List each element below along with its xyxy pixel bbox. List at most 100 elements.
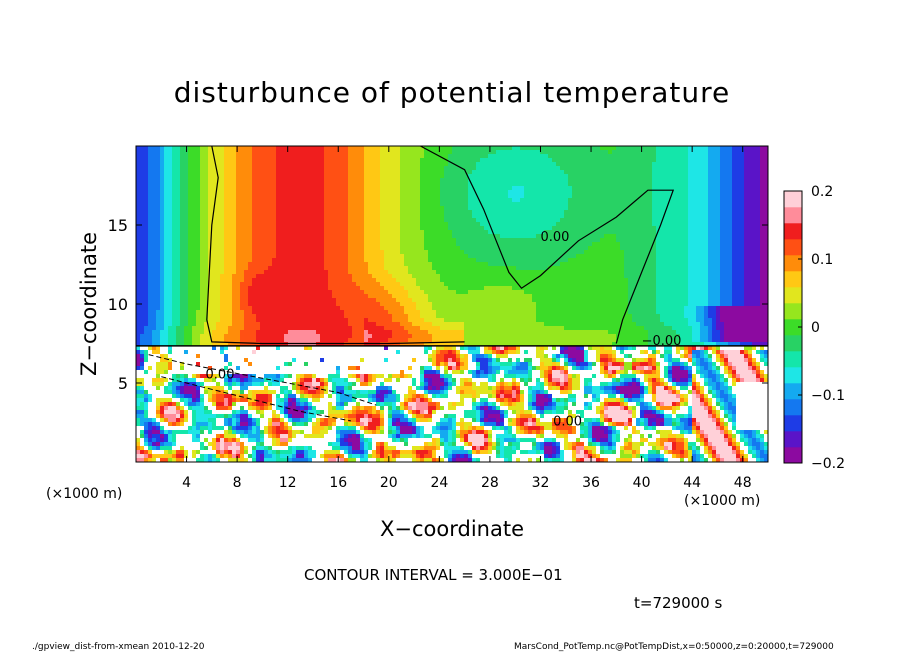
- heatmap-cell: [264, 234, 269, 239]
- heatmap-cell: [368, 382, 373, 387]
- heatmap-cell: [280, 298, 285, 303]
- heatmap-cell: [208, 378, 213, 383]
- heatmap-cell: [160, 214, 165, 219]
- heatmap-cell: [264, 182, 269, 187]
- heatmap-cell: [144, 426, 149, 431]
- heatmap-cell: [188, 262, 193, 267]
- heatmap-cell: [344, 182, 349, 187]
- heatmap-cell: [224, 230, 229, 235]
- heatmap-cell: [308, 282, 313, 287]
- heatmap-cell: [344, 194, 349, 199]
- heatmap-cell: [292, 258, 297, 263]
- heatmap-cell: [380, 454, 385, 459]
- heatmap-cell: [324, 146, 329, 151]
- heatmap-cell: [252, 158, 257, 163]
- heatmap-cell: [356, 166, 361, 171]
- heatmap-cell: [328, 446, 333, 451]
- heatmap-cell: [380, 266, 385, 271]
- heatmap-cell: [332, 210, 337, 215]
- heatmap-cell: [328, 234, 333, 239]
- heatmap-cell: [304, 350, 309, 355]
- heatmap-cell: [172, 418, 177, 423]
- heatmap-cell: [196, 302, 201, 307]
- heatmap-cell: [172, 374, 177, 379]
- heatmap-cell: [196, 146, 201, 151]
- heatmap-cell: [316, 374, 321, 379]
- heatmap-cell: [328, 350, 333, 355]
- heatmap-cell: [328, 242, 333, 247]
- heatmap-cell: [300, 322, 305, 327]
- heatmap-cell: [376, 402, 381, 407]
- heatmap-cell: [340, 446, 345, 451]
- heatmap-cell: [324, 322, 329, 327]
- heatmap-cell: [228, 182, 233, 187]
- heatmap-cell: [172, 294, 177, 299]
- heatmap-cell: [172, 326, 177, 331]
- heatmap-cell: [380, 354, 385, 359]
- heatmap-cell: [280, 306, 285, 311]
- heatmap-cell: [236, 154, 241, 159]
- heatmap-cell: [320, 334, 325, 339]
- heatmap-cell: [340, 254, 345, 259]
- heatmap-cell: [356, 338, 361, 343]
- heatmap-cell: [280, 250, 285, 255]
- heatmap-cell: [236, 234, 241, 239]
- heatmap-cell: [340, 314, 345, 319]
- heatmap-cell: [368, 318, 373, 323]
- heatmap-cell: [192, 230, 197, 235]
- heatmap-cell: [148, 166, 153, 171]
- heatmap-cell: [188, 454, 193, 459]
- heatmap-cell: [384, 430, 389, 435]
- heatmap-cell: [140, 154, 145, 159]
- heatmap-cell: [196, 266, 201, 271]
- heatmap-cell: [208, 438, 213, 443]
- heatmap-cell: [352, 226, 357, 231]
- heatmap-cell: [204, 146, 209, 151]
- heatmap-cell: [272, 410, 277, 415]
- heatmap-cell: [264, 258, 269, 263]
- heatmap-cell: [216, 378, 221, 383]
- heatmap-cell: [332, 278, 337, 283]
- heatmap-cell: [332, 238, 337, 243]
- heatmap-cell: [240, 358, 245, 363]
- heatmap-cell: [268, 266, 273, 271]
- heatmap-cell: [244, 222, 249, 227]
- heatmap-cell: [164, 342, 169, 347]
- heatmap-cell: [352, 402, 357, 407]
- heatmap-cell: [204, 186, 209, 191]
- heatmap-cell: [348, 338, 353, 343]
- heatmap-cell: [184, 190, 189, 195]
- heatmap-cell: [316, 298, 321, 303]
- heatmap-cell: [212, 390, 217, 395]
- heatmap-cell: [204, 242, 209, 247]
- heatmap-cell: [180, 382, 185, 387]
- heatmap-cell: [220, 354, 225, 359]
- heatmap-cell: [276, 378, 281, 383]
- heatmap-cell: [152, 178, 157, 183]
- heatmap-cell: [288, 286, 293, 291]
- heatmap-cell: [324, 270, 329, 275]
- heatmap-cell: [348, 234, 353, 239]
- heatmap-cell: [248, 394, 253, 399]
- heatmap-cell: [224, 162, 229, 167]
- heatmap-cell: [388, 194, 393, 199]
- heatmap-cell: [204, 366, 209, 371]
- heatmap-cell: [228, 382, 233, 387]
- heatmap-cell: [372, 182, 377, 187]
- heatmap-cell: [140, 150, 145, 155]
- heatmap-cell: [272, 174, 277, 179]
- heatmap-cell: [272, 258, 277, 263]
- heatmap-cell: [364, 250, 369, 255]
- heatmap-cell: [320, 406, 325, 411]
- heatmap-cell: [384, 374, 389, 379]
- heatmap-cell: [140, 326, 145, 331]
- heatmap-cell: [240, 306, 245, 311]
- heatmap-cell: [140, 334, 145, 339]
- heatmap-cell: [288, 198, 293, 203]
- heatmap-cell: [296, 354, 301, 359]
- heatmap-cell: [220, 230, 225, 235]
- heatmap-cell: [292, 230, 297, 235]
- heatmap-cell: [268, 222, 273, 227]
- heatmap-cell: [264, 346, 269, 351]
- heatmap-cell: [260, 170, 265, 175]
